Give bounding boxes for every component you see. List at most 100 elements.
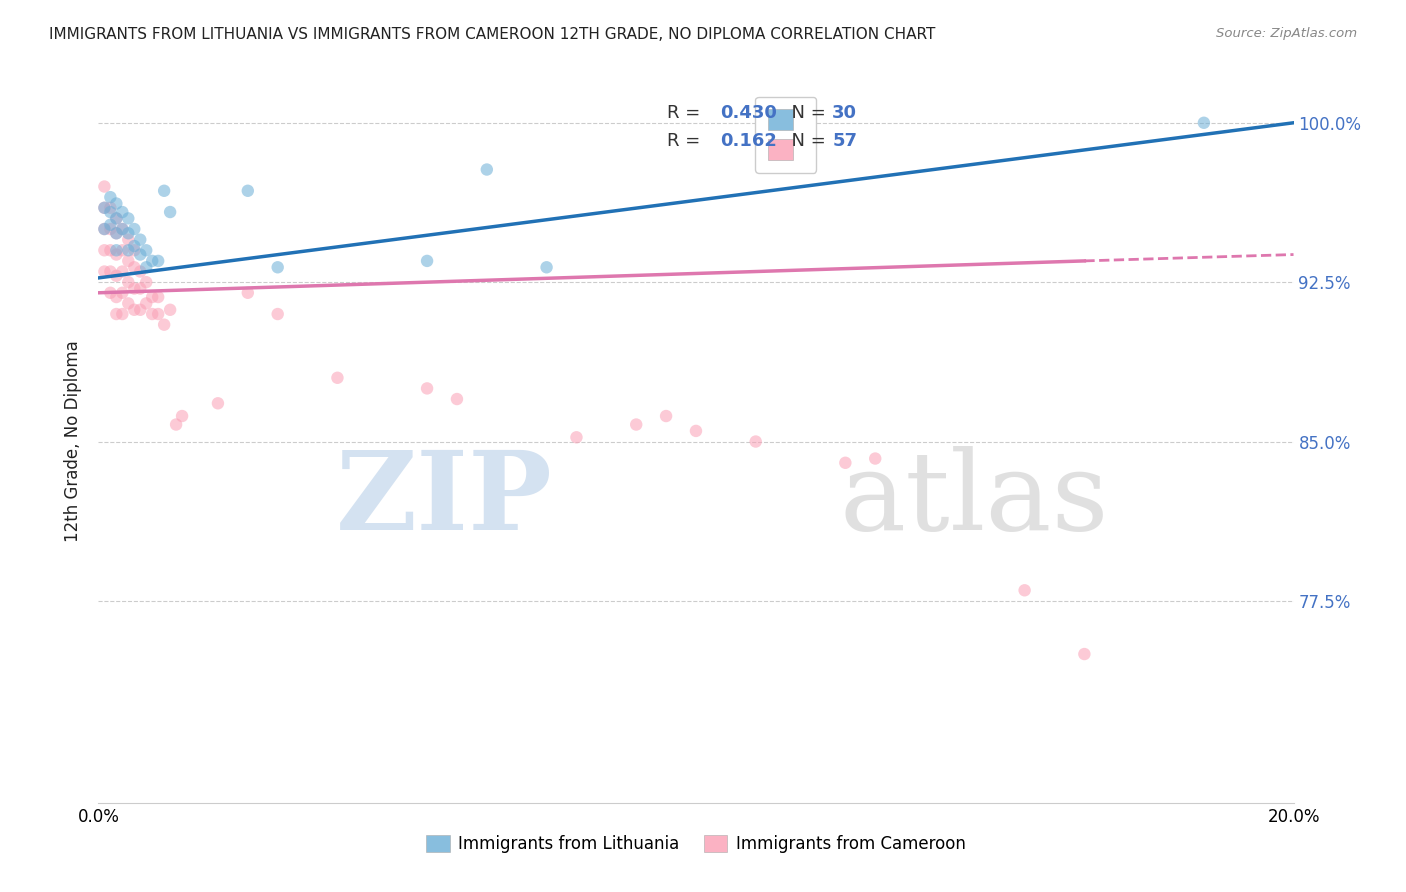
Point [236, 285, 259, 300]
Point [105, 227, 128, 241]
Point [111, 222, 134, 236]
Point [117, 244, 139, 258]
Point [267, 307, 290, 321]
Point [267, 260, 290, 275]
Point [105, 227, 128, 241]
Point [129, 264, 152, 278]
Point [148, 307, 170, 321]
Text: 30: 30 [832, 103, 858, 122]
Point [655, 409, 678, 423]
Point [105, 268, 128, 283]
Point [124, 244, 146, 258]
Point [141, 290, 163, 304]
Y-axis label: 12th Grade, No Diploma: 12th Grade, No Diploma [65, 341, 83, 542]
Text: N =: N = [779, 103, 831, 122]
Point [1192, 116, 1215, 130]
Point [153, 318, 176, 332]
Point [565, 430, 588, 444]
Point [93, 222, 115, 236]
Text: atlas: atlas [839, 446, 1109, 553]
Legend: Immigrants from Lithuania, Immigrants from Cameroon: Immigrants from Lithuania, Immigrants fr… [419, 828, 973, 860]
Point [129, 302, 152, 317]
Point [98, 190, 122, 204]
Point [536, 260, 558, 275]
Point [135, 260, 157, 275]
Point [446, 392, 468, 406]
Point [141, 253, 163, 268]
Point [98, 205, 122, 219]
Point [124, 239, 146, 253]
Point [117, 296, 139, 310]
Point [117, 233, 139, 247]
Text: R =: R = [668, 103, 706, 122]
Point [626, 417, 648, 432]
Point [124, 222, 146, 236]
Text: Source: ZipAtlas.com: Source: ZipAtlas.com [1216, 27, 1357, 40]
Point [105, 211, 128, 226]
Point [117, 227, 139, 241]
Point [93, 264, 115, 278]
Point [98, 244, 122, 258]
Point [105, 307, 128, 321]
Point [98, 264, 122, 278]
Point [416, 381, 439, 395]
Point [148, 290, 170, 304]
Text: IMMIGRANTS FROM LITHUANIA VS IMMIGRANTS FROM CAMEROON 12TH GRADE, NO DIPLOMA COR: IMMIGRANTS FROM LITHUANIA VS IMMIGRANTS … [49, 27, 935, 42]
Point [93, 201, 115, 215]
Point [98, 201, 122, 215]
Point [105, 196, 128, 211]
Point [326, 371, 349, 385]
Point [834, 456, 856, 470]
Point [93, 201, 115, 215]
Point [1073, 647, 1095, 661]
Point [111, 244, 134, 258]
Point [93, 179, 115, 194]
Point [148, 253, 170, 268]
Point [129, 281, 152, 295]
Point [135, 244, 157, 258]
Text: 0.162: 0.162 [720, 132, 776, 150]
Point [111, 205, 134, 219]
Point [93, 222, 115, 236]
Point [475, 162, 498, 177]
Point [159, 205, 181, 219]
Point [153, 184, 176, 198]
Point [416, 253, 439, 268]
Point [135, 296, 157, 310]
Text: ZIP: ZIP [336, 446, 553, 553]
Text: R =: R = [668, 132, 711, 150]
Point [129, 233, 152, 247]
Point [111, 285, 134, 300]
Point [105, 211, 128, 226]
Point [236, 184, 259, 198]
Point [865, 451, 887, 466]
Point [685, 424, 707, 438]
Point [745, 434, 768, 449]
Point [124, 260, 146, 275]
Point [129, 247, 152, 261]
Point [124, 281, 146, 295]
Point [117, 275, 139, 289]
Point [117, 211, 139, 226]
Point [124, 302, 146, 317]
Point [98, 222, 122, 236]
Point [135, 275, 157, 289]
Point [93, 244, 115, 258]
Point [207, 396, 229, 410]
Point [165, 417, 187, 432]
Point [98, 218, 122, 232]
Point [159, 302, 181, 317]
Text: 57: 57 [832, 132, 858, 150]
Point [105, 244, 128, 258]
Point [98, 285, 122, 300]
Point [1014, 583, 1036, 598]
Text: N =: N = [779, 132, 831, 150]
Point [141, 307, 163, 321]
Point [117, 253, 139, 268]
Text: 0.430: 0.430 [720, 103, 776, 122]
Point [111, 307, 134, 321]
Point [105, 290, 128, 304]
Point [172, 409, 194, 423]
Point [105, 247, 128, 261]
Point [111, 222, 134, 236]
